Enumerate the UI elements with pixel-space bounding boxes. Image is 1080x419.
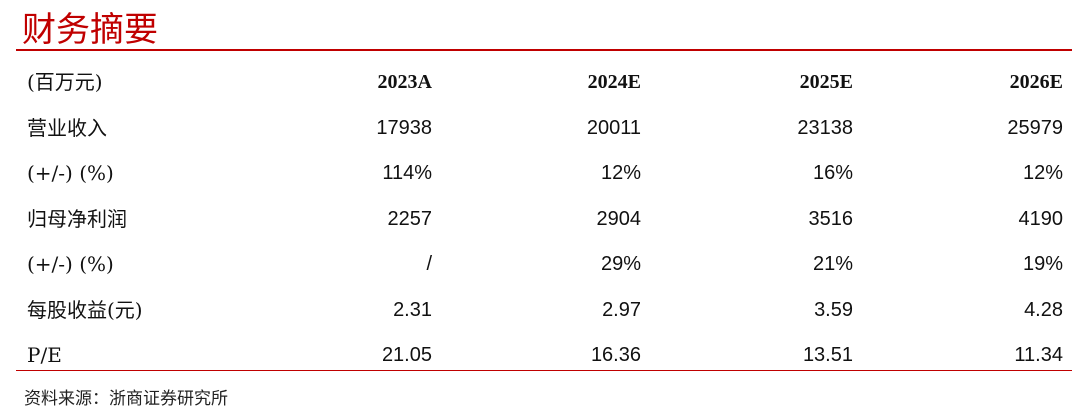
cell: 2.31: [393, 298, 432, 321]
cell: 16%: [812, 162, 853, 184]
bottom-rule: [16, 370, 1072, 371]
cell: 114%: [382, 162, 432, 184]
row-label: 每股收益(元): [27, 297, 143, 322]
cell: 4.28: [1024, 298, 1063, 321]
cell: 12%: [600, 162, 641, 184]
header-cell: 2023A: [377, 71, 432, 93]
cell: 3.59: [814, 298, 853, 321]
cell: 29%: [600, 253, 641, 275]
source: 资料来源：浙商证券研究所: [24, 389, 228, 409]
cell: 20011: [586, 116, 641, 139]
title: 财务摘要: [22, 10, 158, 50]
top-rule: [16, 49, 1072, 51]
row-label: P/E: [27, 343, 62, 367]
row-label: (+/-) (%): [27, 161, 114, 185]
row-label: (+/-) (%): [27, 252, 114, 276]
cell: 21%: [812, 253, 853, 275]
cell: 2904: [596, 207, 642, 230]
header-cell: 2025E: [799, 71, 853, 93]
cell: /: [426, 253, 432, 275]
header-cell: (百万元): [27, 70, 103, 94]
row-label: 营业收入: [27, 115, 107, 140]
cell: 12%: [1022, 162, 1063, 184]
cell: 4190: [1018, 207, 1064, 230]
header-cell: 2024E: [587, 71, 641, 93]
cell: 16.36: [590, 344, 641, 366]
cell: 11.34: [1014, 344, 1063, 366]
cell: 3516: [808, 207, 854, 230]
header-cell: 2026E: [1009, 71, 1063, 93]
row-label: 归母净利润: [27, 206, 127, 231]
cell: 13.51: [802, 344, 853, 366]
cell: 2257: [387, 207, 433, 230]
cell: 19%: [1022, 253, 1063, 275]
cell: 2.97: [602, 298, 641, 321]
cell: 21.05: [381, 344, 432, 366]
cell: 25979: [1007, 116, 1063, 139]
cell: 17938: [376, 116, 432, 139]
cell: 23138: [797, 116, 853, 139]
